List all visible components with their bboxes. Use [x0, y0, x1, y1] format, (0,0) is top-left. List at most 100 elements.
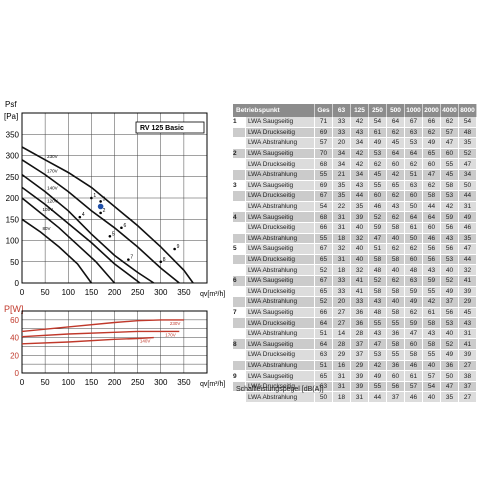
table-cell: 58 [386, 307, 405, 319]
table-row: LWA Druckseitig 65 33 41 58 58 59 55 49 39 [233, 286, 477, 298]
table-cell: 62 [440, 117, 459, 128]
table-cell: 16 [332, 360, 351, 372]
operating-point [127, 258, 130, 261]
table-cell: 34 [350, 137, 369, 149]
operating-point-number [233, 190, 246, 202]
table-header-cell: 125 [350, 104, 369, 117]
table-cell: 27 [332, 307, 351, 319]
table-cell: 67 [314, 275, 333, 287]
table-cell: 44 [422, 201, 441, 213]
pressure-tick-labels: 0 50 100 150 200 250 300 350 0 50 100 150 200 250 300 3… [6, 130, 191, 297]
row-label: LWA Druckseitig [245, 222, 315, 234]
table-cell: 47 [368, 233, 387, 245]
operating-point-number [233, 317, 246, 329]
table-cell: 67 [314, 190, 333, 202]
y-tick-label: 350 [6, 130, 20, 139]
table-row: LWA Abstrahlung 51 14 28 43 36 47 43 40 31 [233, 328, 477, 340]
table-cell: 21 [332, 169, 351, 181]
table-header-cell: 63 [332, 104, 351, 117]
table-row: LWA Abstrahlung 54 22 35 46 43 50 44 42 31 [233, 201, 477, 213]
operating-point-number: 2 [233, 148, 246, 160]
table-cell: 42 [350, 117, 369, 128]
row-label: LWA Abstrahlung [245, 264, 315, 276]
table-cell: 39 [350, 211, 369, 223]
row-label: LWA Druckseitig [245, 349, 315, 361]
table-row: LWA Abstrahlung 52 20 33 43 40 49 42 37 29 [233, 296, 477, 308]
table-cell: 49 [368, 370, 387, 382]
table-cell: 48 [368, 307, 387, 319]
table-cell: 53 [440, 190, 459, 202]
table-cell: 51 [314, 328, 333, 340]
table-header-cell: Ges [314, 104, 333, 117]
operating-point [90, 196, 93, 200]
table-cell: 34 [458, 169, 477, 181]
table-cell: 70 [314, 148, 333, 160]
table-cell: 43 [368, 328, 387, 340]
series-line [21, 159, 180, 284]
table-cell: 55 [314, 169, 333, 181]
table-cell: 55 [386, 317, 405, 329]
table-cell: 35 [332, 190, 351, 202]
x-tick-label: 250 [131, 288, 145, 297]
table-cell: 44 [350, 190, 369, 202]
table-cell: 58 [422, 317, 441, 329]
operating-point-number [233, 201, 246, 213]
table-cell: 63 [404, 275, 423, 287]
table-row: LWA Druckseitig 68 34 42 62 60 62 60 55 47 [233, 158, 477, 170]
table-cell: 46 [458, 222, 477, 234]
row-label: LWA Druckseitig [245, 381, 315, 393]
table-header-cell: 8000 [458, 104, 477, 117]
series-line [21, 218, 93, 284]
table-cell: 49 [440, 286, 459, 298]
table-cell: 69 [314, 180, 333, 192]
table-cell: 40 [350, 243, 369, 255]
table-cell: 31 [350, 391, 369, 404]
x-tick-label: 150 [85, 288, 99, 297]
table-row: LWA Druckseitig 65 31 40 58 58 60 56 53 44 [233, 254, 477, 266]
table-row: 7 LWA Saugseitig 66 27 36 48 58 62 61 56 45 [233, 307, 477, 319]
row-label: LWA Abstrahlung [245, 391, 315, 404]
y-tick-label: 250 [6, 173, 20, 182]
table-header-cell: 500 [386, 104, 405, 117]
curve-label: 80V [43, 226, 51, 231]
table-cell: 27 [332, 317, 351, 329]
table-cell: 62 [386, 275, 405, 287]
table-cell: 62 [386, 211, 405, 223]
pressure-axis-label-line2: [Pa] [4, 112, 18, 121]
table-cell: 52 [440, 275, 459, 287]
operating-point-number [233, 360, 246, 372]
table-cell: 52 [368, 211, 387, 223]
x-tick-label: 350 [177, 288, 191, 297]
power-curves: 230V 170V 140V [21, 319, 184, 345]
table-cell: 33 [332, 127, 351, 139]
table-cell: 62 [386, 190, 405, 202]
table-cell: 43 [368, 296, 387, 308]
table-cell: 51 [368, 243, 387, 255]
table-row: LWA Druckseitig 63 29 37 53 55 58 55 49 39 [233, 349, 477, 361]
table-cell: 64 [404, 148, 423, 160]
operating-point-number: 4 [233, 211, 246, 223]
table-cell: 60 [422, 222, 441, 234]
table-cell: 60 [440, 148, 459, 160]
table-cell: 49 [404, 296, 423, 308]
row-label: LWA Abstrahlung [245, 169, 315, 181]
operating-point [173, 247, 176, 251]
operating-point-number [233, 233, 246, 245]
table-cell: 65 [386, 180, 405, 192]
row-label: LWA Saugseitig [245, 211, 315, 223]
operating-point-number [233, 286, 246, 298]
table-cell: 68 [314, 158, 333, 170]
table-cell: 62 [386, 127, 405, 139]
table-cell: 42 [440, 201, 459, 213]
row-label: LWA Druckseitig [245, 190, 315, 202]
table-cell: 31 [332, 222, 351, 234]
table-cell: 48 [404, 264, 423, 276]
table-cell: 35 [458, 137, 477, 149]
x-tick-label: 50 [41, 288, 50, 297]
table-cell: 35 [332, 180, 351, 192]
table-cell: 46 [422, 233, 441, 245]
table-cell: 36 [440, 360, 459, 372]
curve-label: 120V [47, 198, 58, 203]
table-header-cell: 250 [368, 104, 387, 117]
table-cell: 57 [440, 127, 459, 139]
